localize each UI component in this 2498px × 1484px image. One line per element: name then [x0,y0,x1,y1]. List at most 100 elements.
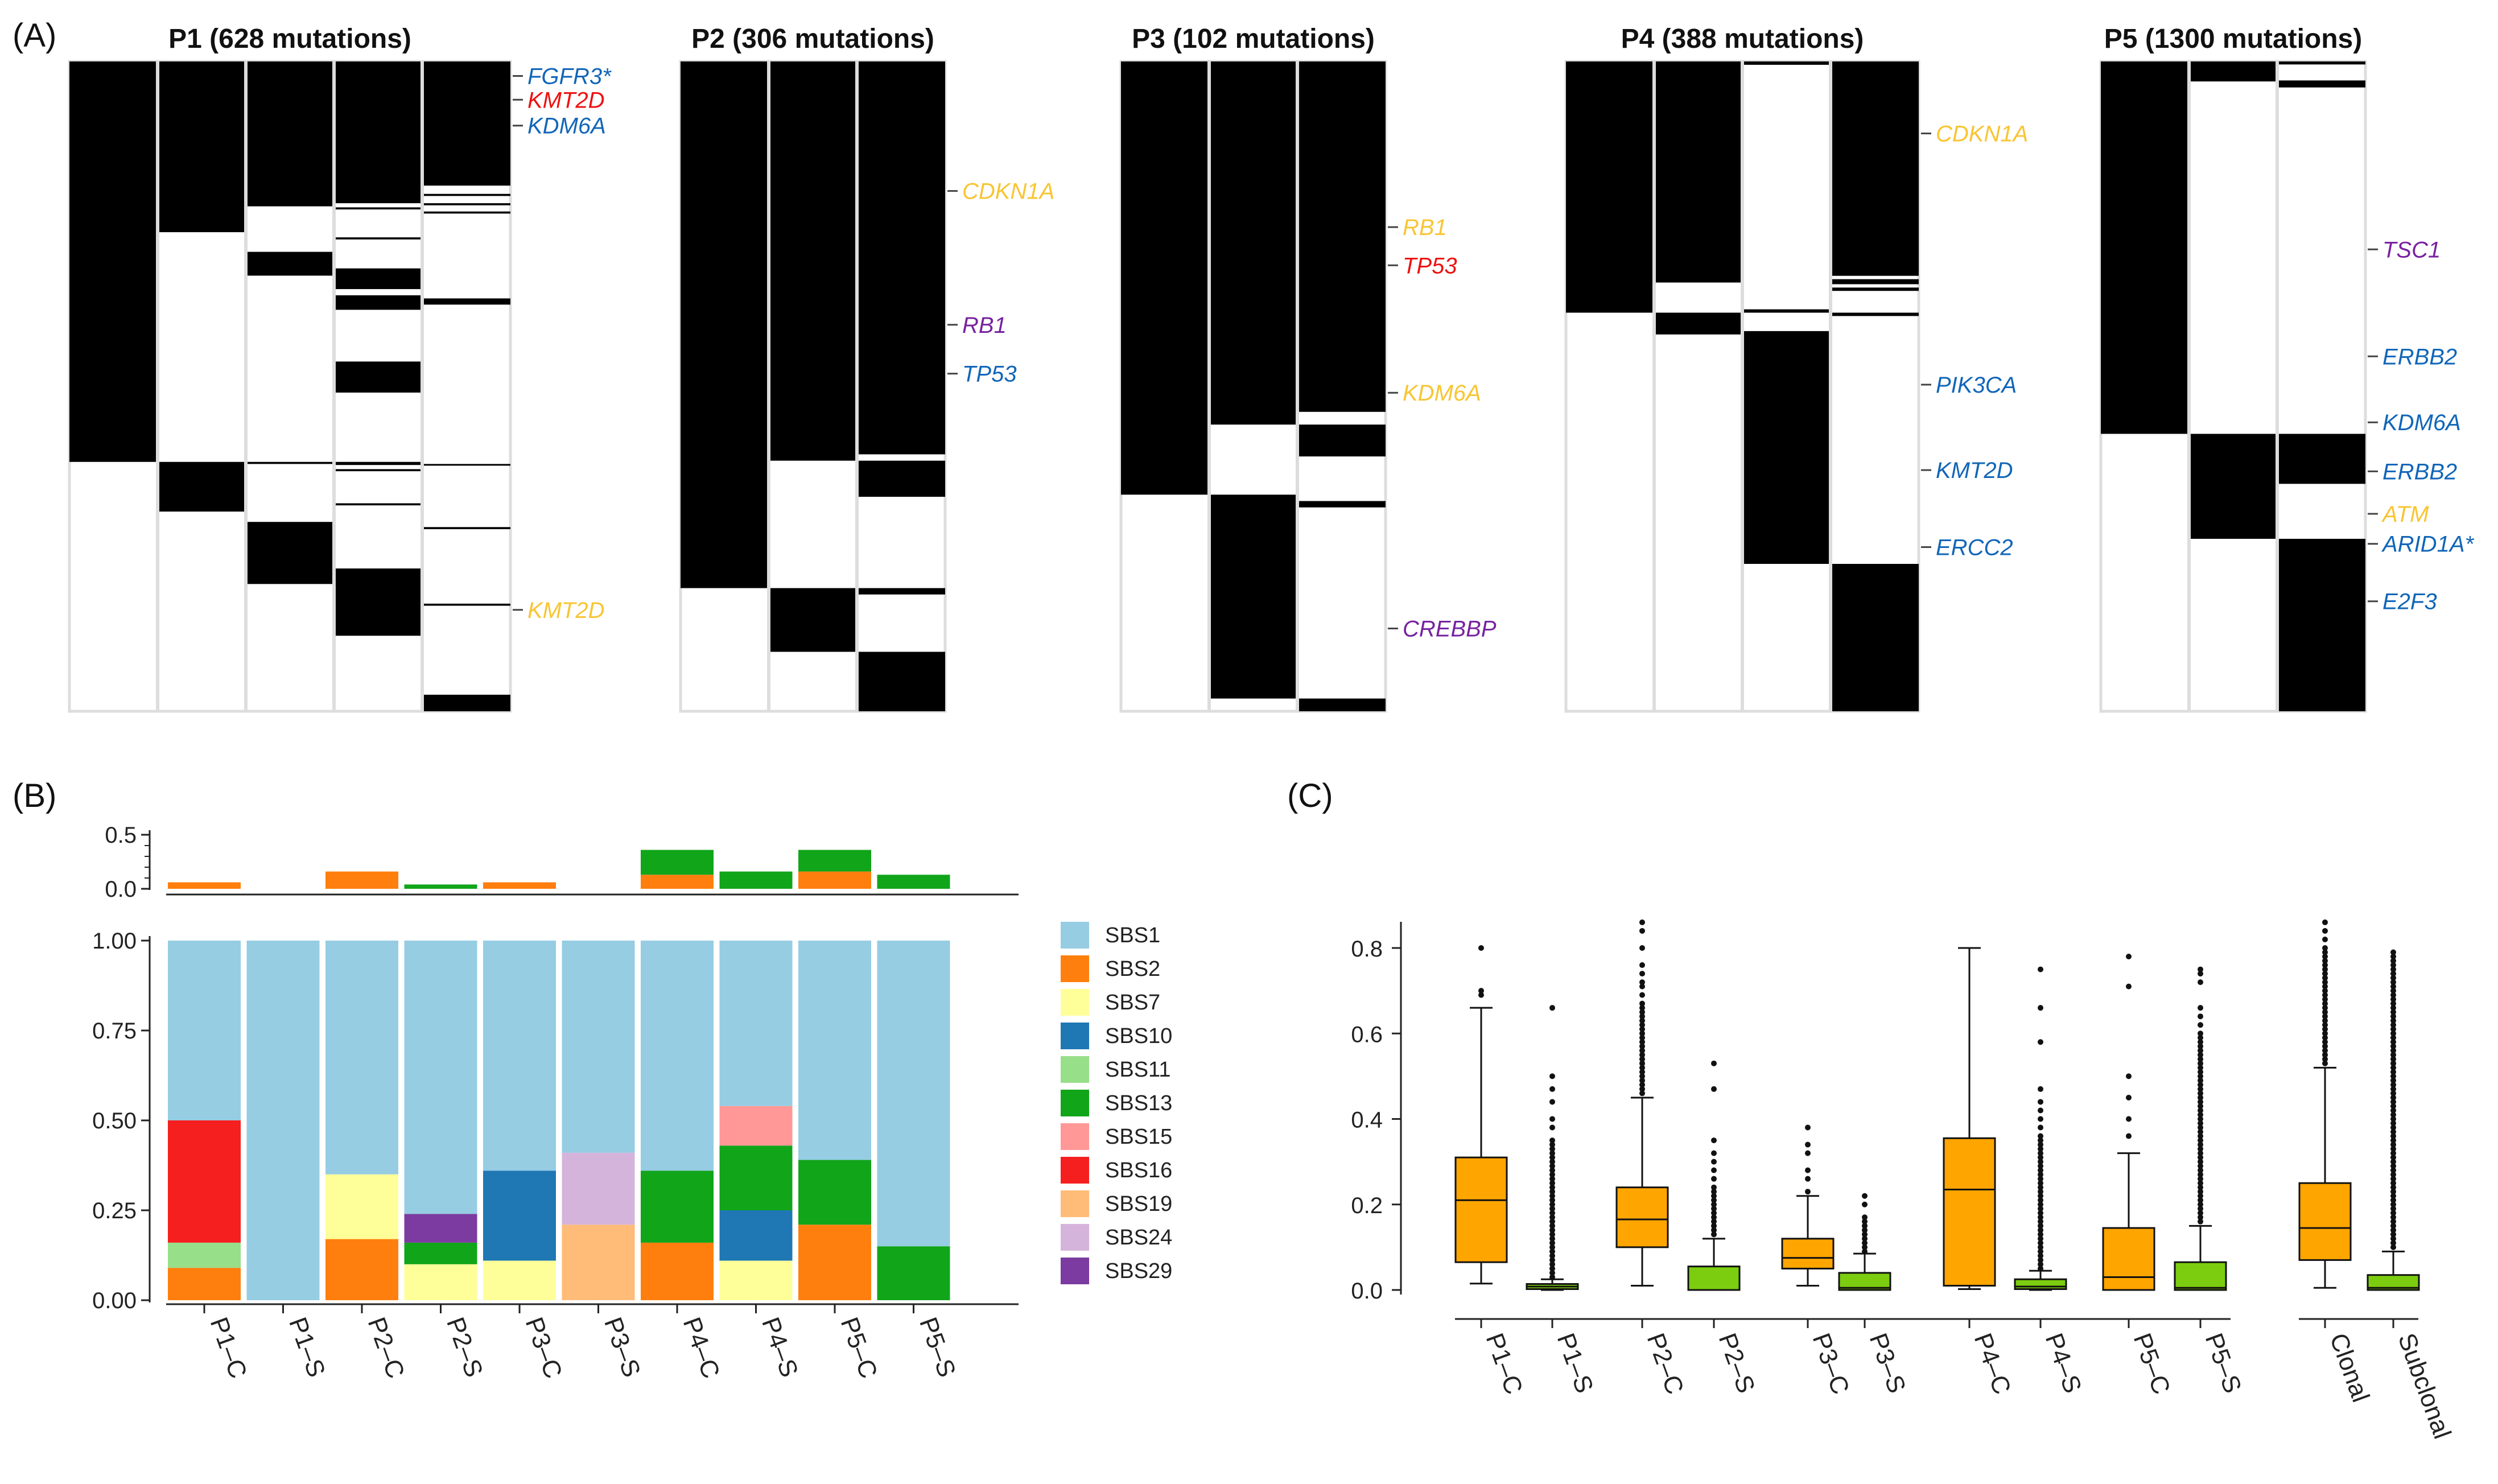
outlier-point [2322,996,2328,1003]
outlier-point [2390,979,2396,986]
legend-swatch-sbs13 [1061,1090,1089,1116]
gene-label: KMT2D [527,88,605,113]
mutation-block [1121,61,1209,495]
gene-label: CDKN1A [1936,122,2028,147]
x-tick-label: P4–S [756,1314,803,1381]
bar-segment-sbs1 [325,941,398,1174]
outlier-point [2126,1094,2132,1100]
outlier-point [1639,1022,1645,1028]
outlier-point [1549,1252,1555,1259]
mutation-block [334,568,422,636]
outlier-point [2038,1218,2043,1225]
outlier-point [2038,1210,2043,1216]
outlier-point [2322,1043,2328,1049]
outlier-point [2198,1043,2203,1049]
mutation-block [158,61,246,233]
mutation-block [334,295,422,310]
mutation-block [422,464,510,466]
outlier-point [2038,1180,2043,1186]
gene-label: ERBB2 [2382,459,2457,484]
heatmap-title: P4 (388 mutations) [1621,24,1864,54]
box-iqr [1615,1186,1669,1248]
outlier-point [2198,1086,2203,1092]
mutation-block [422,193,510,196]
outlier-point [2038,1261,2043,1267]
outlier-point [1639,945,1645,951]
mutation-block [1209,61,1297,425]
outlier-point [1549,1167,1555,1173]
outlier-point [2322,1005,2328,1011]
box-iqr [2174,1261,2227,1291]
outlier-point [1862,1231,1868,1238]
box-p5-s [2174,966,2227,1291]
outlier-point [2038,1201,2043,1207]
outlier-point [2198,1141,2203,1148]
outlier-point [1639,1052,1645,1058]
outlier-point [2322,975,2328,981]
mutation-block [246,461,334,464]
outlier-point [1805,1141,1811,1148]
outlier-point [2038,1248,2043,1255]
outlier-point [1549,1248,1555,1255]
outlier-point [2390,1206,2396,1212]
mutation-block [2189,434,2277,539]
outlier-point [2390,1043,2396,1049]
gene-label: RB1 [962,313,1007,338]
outlier-point [1639,1073,1645,1079]
outlier-point [2198,1048,2203,1054]
outlier-point [2198,1065,2203,1071]
outlier-point [2126,983,2132,990]
mutation-block [1831,61,1919,276]
outlier-point [2038,1086,2043,1092]
bar-segment-sbs15 [719,1106,793,1146]
outlier-point [2198,1069,2203,1075]
box-iqr [1781,1238,1835,1269]
box-iqr [2102,1227,2155,1291]
outlier-point [2390,1133,2396,1139]
ccf-box-panel: 0.0 0.2 0.4 0.6 0.8 P1–C P1–S P2–C P2–S P3–C P3–S P… [1351,919,2456,1442]
outlier-point [1639,979,1645,986]
outlier-point [2390,1193,2396,1199]
top-bar-sbs2 [798,871,871,889]
mutation-block [681,61,769,588]
outlier-point [2038,1137,2043,1144]
outlier-point [1549,1231,1555,1238]
outlier-point [1478,945,1484,951]
legend-label: SBS24 [1105,1226,1172,1250]
legend-swatch-sbs2 [1061,955,1089,982]
x-tick-label: P5–S [914,1314,961,1381]
legend-swatch-sbs16 [1061,1157,1089,1184]
mutation-block [2101,61,2189,434]
outlier-point [2390,1090,2396,1096]
x-tick-label: P2–S [441,1314,488,1381]
legend-swatch-sbs24 [1061,1224,1089,1251]
outlier-point [2390,996,2396,1003]
outlier-point [1862,1193,1868,1199]
c-x-tick-label: P1–C [1481,1330,1528,1398]
outlier-point [2038,1257,2043,1263]
bar-segment-sbs2 [168,1268,241,1300]
top-bar-sbs2 [483,882,556,889]
outlier-point [2038,1150,2043,1156]
outlier-point [2322,945,2328,951]
outlier-point [2390,1172,2396,1178]
outlier-point [2390,1223,2396,1229]
outlier-point [2322,949,2328,955]
outlier-point [2390,1129,2396,1135]
outlier-point [2198,1060,2203,1066]
outlier-point [1639,1005,1645,1011]
outlier-point [1711,1227,1717,1233]
y-tick-label: 1.00 [92,929,137,954]
outlier-point [2390,1189,2396,1195]
outlier-point [2038,966,2043,972]
mutation-block [334,61,422,204]
outlier-point [2198,1189,2203,1195]
outlier-point [2038,1176,2043,1182]
outlier-point [2390,1056,2396,1062]
outlier-point [1549,1227,1555,1233]
c-x-tick-label: P2–S [1713,1330,1761,1397]
outlier-point [2038,1146,2043,1152]
outlier-point [2038,1206,2043,1212]
outlier-point [1549,1265,1555,1272]
gene-label: CREBBP [1403,616,1497,641]
